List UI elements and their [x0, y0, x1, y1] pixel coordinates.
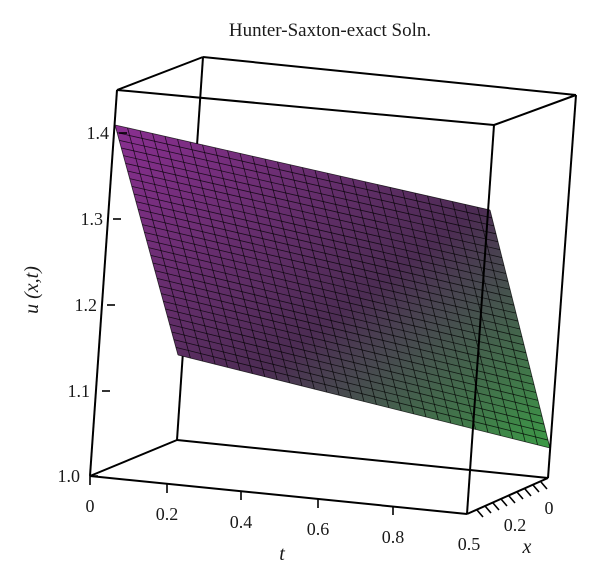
- surface-grid-line-x: [427, 195, 489, 433]
- t-tick-label: 0: [86, 496, 95, 516]
- surface-patch: [115, 125, 550, 448]
- surface-grid-line-t: [175, 346, 549, 441]
- z-tick-label: 1.4: [87, 123, 110, 143]
- z-axis-label: u (x,t): [21, 266, 43, 314]
- surface-grid-line-t: [171, 331, 545, 425]
- surface-grid-line-x: [477, 207, 538, 445]
- bounding-box-back: [89, 56, 577, 479]
- x-axis-label: x: [522, 536, 532, 558]
- t-tick-label: 0.4: [230, 512, 253, 532]
- z-tick-label: 1.3: [81, 209, 104, 229]
- surface-grid-line-t: [177, 354, 551, 449]
- t-tick-label: 0.6: [307, 519, 330, 539]
- surface-grid-line-x: [489, 209, 551, 449]
- x-tick-label: 0.2: [504, 515, 527, 535]
- surface: [114, 124, 551, 449]
- x-axis: 0.2 0 x: [476, 481, 554, 558]
- surface-grid-line-x: [452, 201, 514, 439]
- surface-grid-line-t: [173, 339, 547, 433]
- z-tick-label: 1.0: [58, 466, 81, 486]
- t-axis: 0 0.2 0.4 0.6 0.8 0.5 t: [86, 476, 481, 565]
- surface-grid-line-x: [439, 198, 501, 436]
- bounding-box-front: [89, 89, 577, 515]
- chart-title: Hunter-Saxton-exact Soln.: [229, 20, 431, 41]
- z-axis: 1.0 1.1 1.2 1.3 1.4 u (x,t): [21, 123, 127, 486]
- t-tick-label: 0.2: [156, 504, 179, 524]
- x-tick-label: 0: [545, 498, 554, 518]
- z-tick-label: 1.1: [68, 381, 91, 401]
- t-axis-label: t: [279, 543, 285, 565]
- surface-grid-line-x: [464, 204, 526, 442]
- z-tick-label: 1.2: [75, 295, 98, 315]
- surface-grid: [114, 124, 551, 449]
- t-end-label: 0.5: [458, 534, 481, 554]
- surface-grid-line-t: [169, 323, 543, 417]
- t-tick-label: 0.8: [382, 527, 405, 547]
